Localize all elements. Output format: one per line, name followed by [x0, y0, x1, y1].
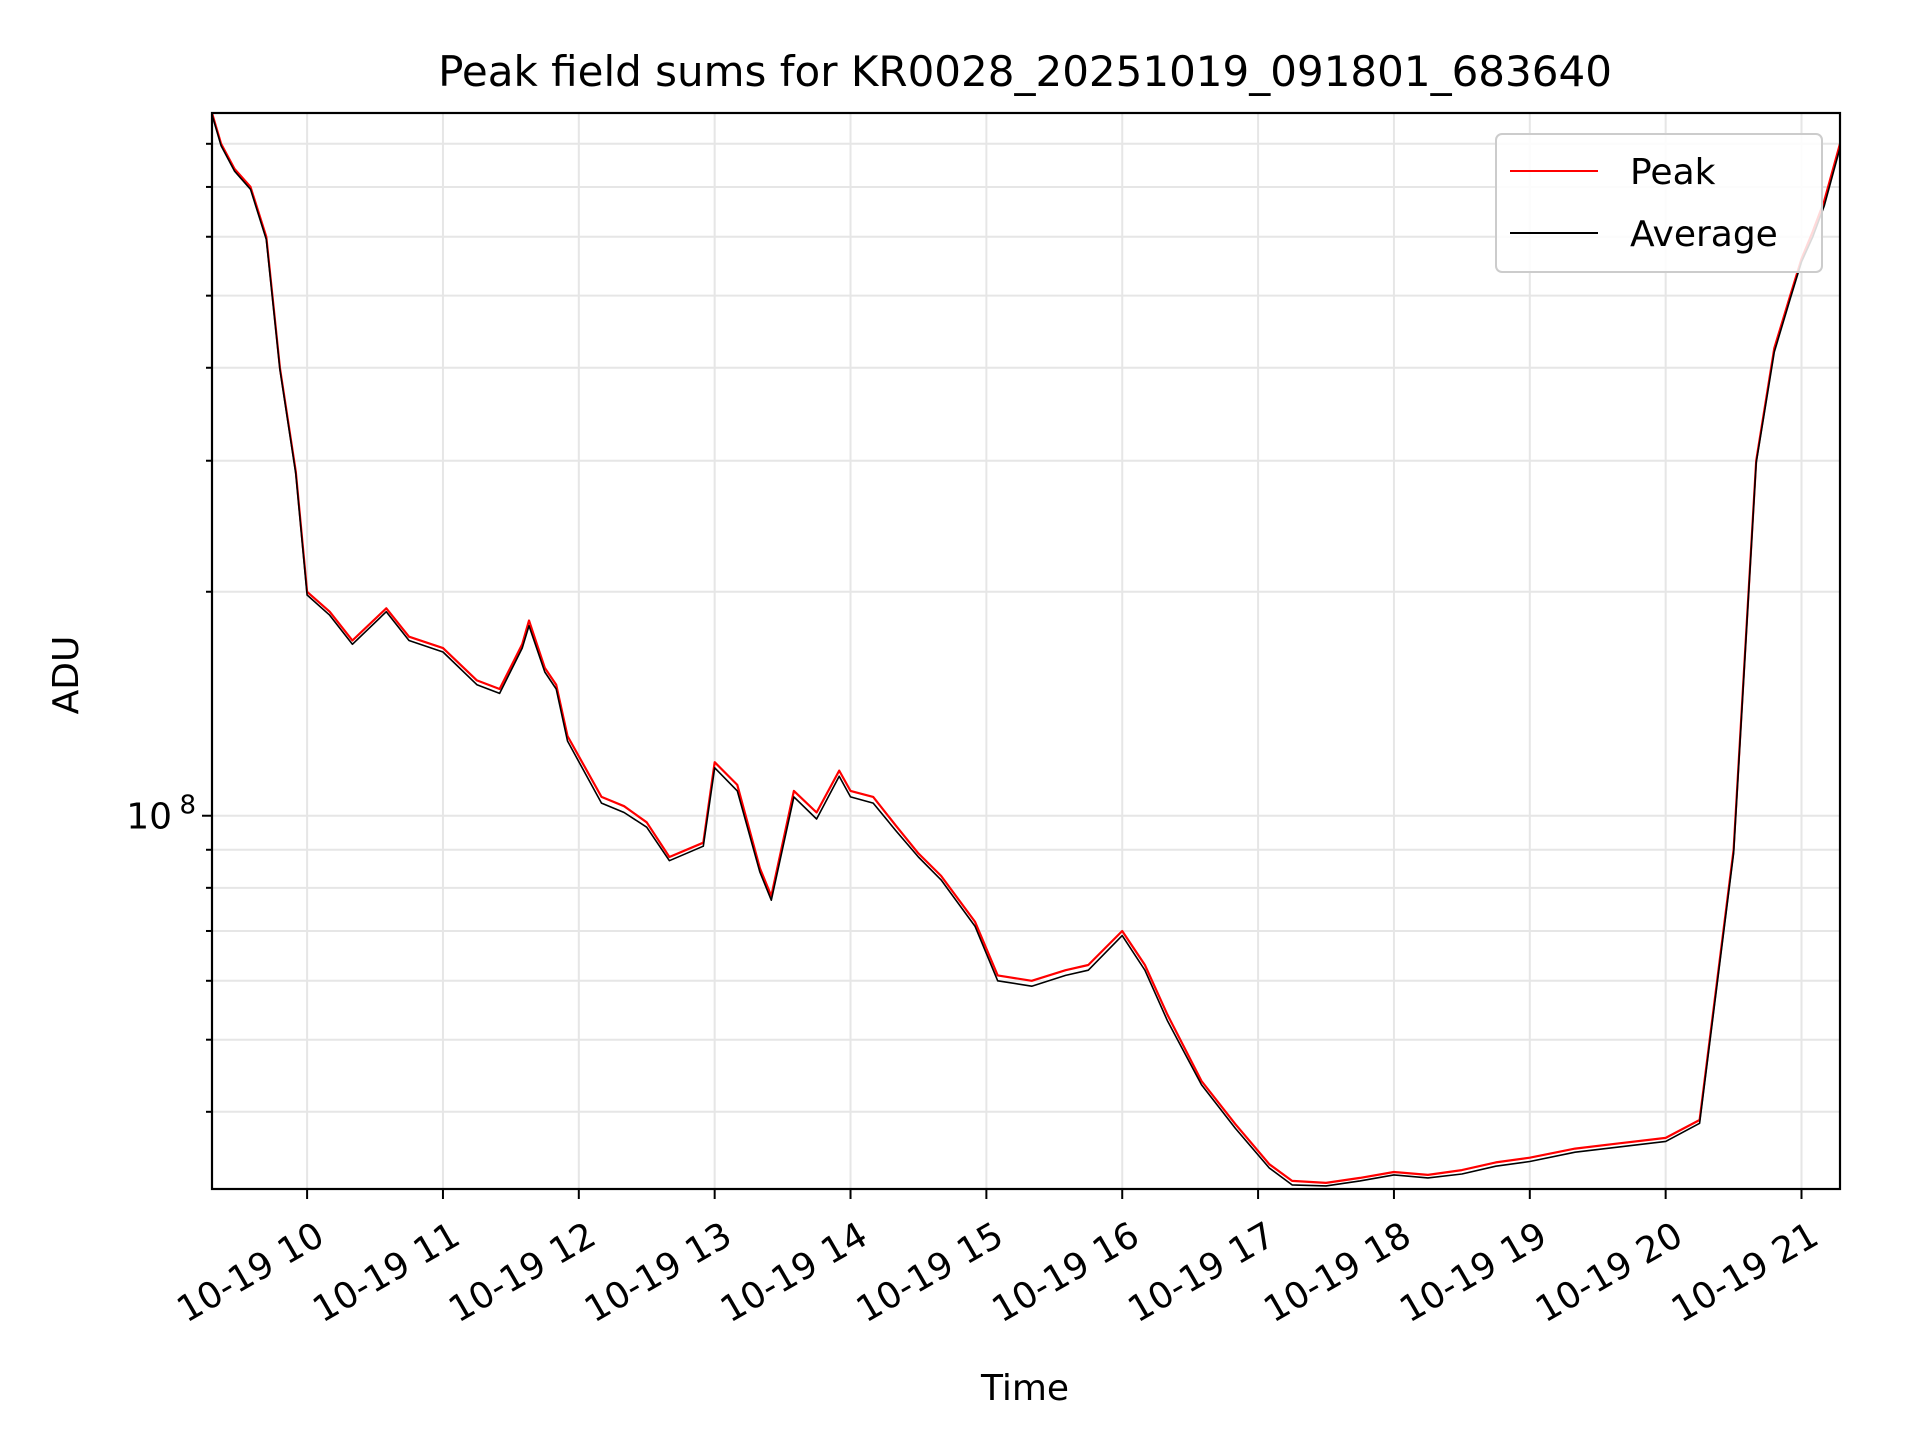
x-tick-label: 10-19 10	[170, 1215, 331, 1331]
y-axis-label: ADU	[46, 636, 87, 715]
x-tick-label: 10-19 20	[1529, 1215, 1690, 1331]
x-tick-label: 10-19 11	[306, 1215, 467, 1331]
plot-frame	[210, 111, 1842, 1191]
grid	[212, 113, 1840, 1189]
x-tick-label: 10-19 19	[1393, 1215, 1554, 1331]
series-line-peak	[210, 112, 1842, 1185]
x-tick-label: 10-19 13	[578, 1215, 739, 1331]
x-tick-label: 10-19 17	[1121, 1215, 1282, 1331]
y-tick-label-exponent: 8	[179, 791, 196, 821]
y-axis: 10 8	[126, 142, 212, 1113]
series-line-average	[211, 114, 1841, 1187]
legend-average-label: Average	[1630, 214, 1778, 255]
x-tick-label: 10-19 21	[1665, 1215, 1826, 1331]
x-tick-label: 10-19 16	[986, 1215, 1147, 1331]
x-axis-label: Time	[980, 1368, 1069, 1409]
x-tick-label: 10-19 14	[714, 1215, 875, 1331]
chart-title: Peak field sums for KR0028_20251019_0918…	[438, 47, 1612, 96]
y-tick-label: 10	[126, 797, 172, 838]
legend-box	[1495, 133, 1823, 273]
legend: Peak Average	[1495, 133, 1823, 273]
x-tick-label: 10-19 12	[442, 1215, 603, 1331]
x-tick-label: 10-19 18	[1257, 1215, 1418, 1331]
x-tick-label: 10-19 15	[850, 1215, 1011, 1331]
legend-peak-label: Peak	[1630, 152, 1716, 193]
series-layer	[210, 112, 1842, 1187]
